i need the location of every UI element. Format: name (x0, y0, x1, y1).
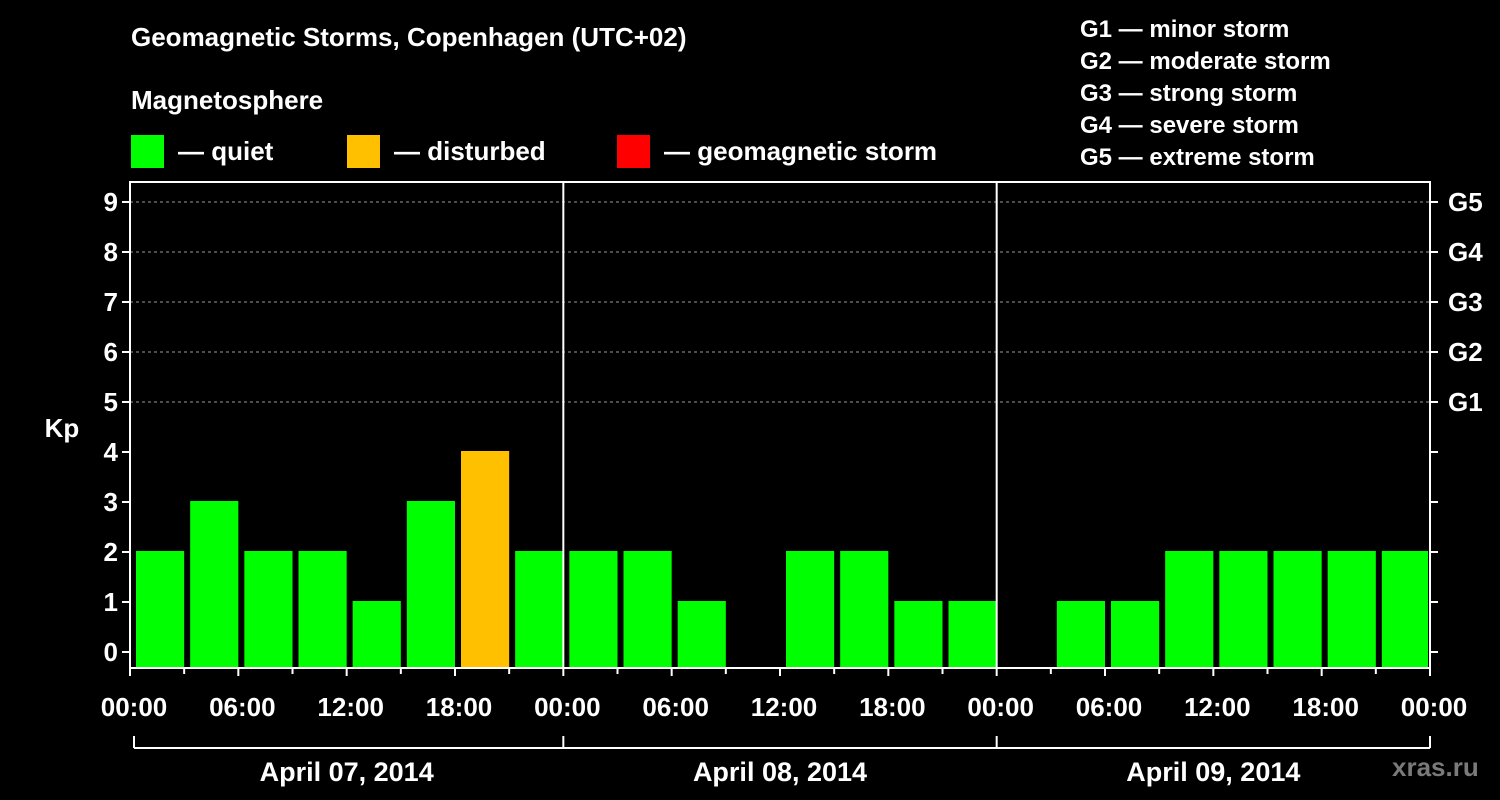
storm-level-axis-label: G5 (1448, 187, 1483, 217)
kp-bar (1111, 601, 1160, 668)
kp-bar (1327, 551, 1376, 668)
kp-bar (461, 451, 510, 668)
y-tick-label: 4 (104, 437, 119, 467)
x-tick-label: 12:00 (317, 692, 384, 722)
legend-swatch-storm (617, 134, 650, 168)
y-tick-label: 8 (104, 237, 118, 267)
kp-bar (1381, 551, 1428, 668)
kp-bar (894, 601, 943, 668)
kp-bar (190, 501, 239, 668)
kp-bar (948, 601, 997, 668)
x-tick-label: 18:00 (859, 692, 926, 722)
kp-bar (569, 551, 618, 668)
watermark: xras.ru (1392, 752, 1479, 782)
kp-bar (677, 601, 726, 668)
legend-item-disturbed: — disturbed (347, 134, 546, 168)
legend-item-storm: — geomagnetic storm (617, 134, 937, 168)
x-tick-label: 00:00 (967, 692, 1034, 722)
kp-bar (623, 551, 672, 668)
x-tick-label: 00:00 (101, 692, 168, 722)
legend-swatch-quiet (131, 134, 164, 168)
legend-heading: Magnetosphere (131, 85, 324, 115)
kp-bar (515, 551, 564, 668)
y-tick-label: 1 (104, 587, 118, 617)
y-tick-label: 3 (104, 487, 118, 517)
kp-bar (136, 551, 185, 668)
kp-bar (406, 501, 455, 668)
storm-level-g4: G4 — severe storm (1080, 112, 1299, 139)
kp-bar (1056, 601, 1105, 668)
x-tick-label: 12:00 (751, 692, 818, 722)
y-axis-label: Kp (45, 413, 80, 443)
kp-bar (786, 551, 835, 668)
legend-label-disturbed: — disturbed (394, 135, 546, 166)
x-tick-label: 12:00 (1184, 692, 1251, 722)
storm-level-g5: G5 — extreme storm (1080, 144, 1315, 171)
legend-item-quiet: — quiet (131, 134, 273, 168)
y-tick-label: 7 (104, 287, 118, 317)
storm-level-axis-label: G1 (1448, 387, 1483, 417)
y-tick-label: 2 (104, 537, 118, 567)
date-label: April 07, 2014 (260, 757, 434, 787)
chart-title: Geomagnetic Storms, Copenhagen (UTC+02) (131, 22, 687, 52)
y-tick-label: 9 (104, 187, 118, 217)
date-label: April 08, 2014 (693, 757, 867, 787)
storm-level-g1: G1 — minor storm (1080, 16, 1290, 43)
storm-level-axis-label: G2 (1448, 337, 1483, 367)
x-tick-label: 18:00 (426, 692, 493, 722)
storm-level-g2: G2 — moderate storm (1080, 48, 1331, 75)
x-tick-label: 18:00 (1292, 692, 1359, 722)
date-label: April 09, 2014 (1126, 757, 1300, 787)
kp-bar (840, 551, 889, 668)
x-tick-label: 00:00 (534, 692, 601, 722)
storm-level-axis-label: G4 (1448, 237, 1483, 267)
kp-bar (352, 601, 401, 668)
kp-bar (1165, 551, 1214, 668)
x-tick-label: 00:00 (1401, 692, 1468, 722)
kp-bar (244, 551, 293, 668)
kp-bar (298, 551, 347, 668)
kp-bar (1219, 551, 1268, 668)
storm-level-axis-label: G3 (1448, 287, 1483, 317)
y-tick-label: 6 (104, 337, 118, 367)
storm-level-g3: G3 — strong storm (1080, 80, 1298, 107)
storm-level-list: G1 — minor storm G2 — moderate storm G3 … (1080, 14, 1331, 174)
y-tick-label: 0 (104, 637, 118, 667)
kp-bar (1273, 551, 1322, 668)
legend-label-quiet: — quiet (178, 135, 274, 166)
legend-swatch-disturbed (347, 134, 380, 168)
y-tick-label: 5 (104, 387, 118, 417)
x-tick-label: 06:00 (209, 692, 276, 722)
legend-label-storm: — geomagnetic storm (664, 135, 938, 166)
x-tick-label: 06:00 (1076, 692, 1143, 722)
x-tick-label: 06:00 (642, 692, 709, 722)
